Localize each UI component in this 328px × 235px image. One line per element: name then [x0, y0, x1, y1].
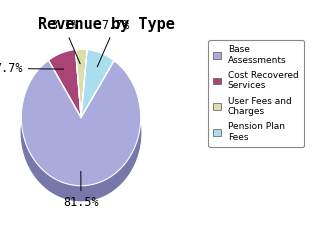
Text: 7.7%: 7.7%	[0, 62, 64, 75]
Text: Revenue by Type: Revenue by Type	[38, 17, 175, 32]
Text: 81.5%: 81.5%	[63, 172, 99, 209]
Polygon shape	[21, 109, 141, 201]
Text: 7.7%: 7.7%	[97, 19, 129, 67]
Legend: Base
Assessments, Cost Recovered
Services, User Fees and
Charges, Pension Plan
F: Base Assessments, Cost Recovered Service…	[208, 40, 304, 147]
Polygon shape	[81, 50, 114, 118]
Polygon shape	[49, 50, 81, 118]
Polygon shape	[75, 49, 87, 118]
Polygon shape	[21, 64, 141, 201]
Polygon shape	[21, 60, 141, 186]
Text: 3.1%: 3.1%	[50, 19, 80, 64]
